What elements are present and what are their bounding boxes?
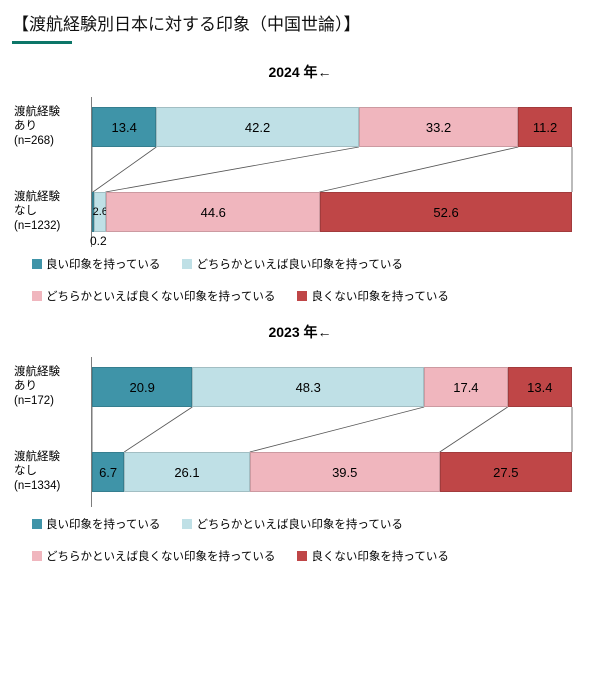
legend-swatch	[297, 291, 307, 301]
legend-label: 良くない印象を持っている	[311, 288, 448, 304]
category-label: 渡航経験あり(n=172)	[14, 365, 92, 408]
legend-label: 良い印象を持っている	[46, 256, 160, 272]
legend-item: 良い印象を持っている	[32, 516, 160, 532]
legend-label: 良い印象を持っている	[46, 516, 160, 532]
bar-row: 渡航経験なし(n=1232)2.644.652.6	[92, 192, 572, 232]
year-label: 2023 年←	[12, 322, 588, 342]
bar-row: 渡航経験あり(n=172)20.948.317.413.4	[92, 367, 572, 407]
bar-segment: 2.6	[94, 192, 106, 232]
legend-label: どちらかといえば良い印象を持っている	[196, 256, 402, 272]
bar-row: 渡航経験あり(n=268)13.442.233.211.2	[92, 107, 572, 147]
legend: 良い印象を持っている どちらかといえば良い印象を持っているどちらかといえば良くない…	[12, 252, 588, 308]
legend-swatch	[182, 519, 192, 529]
bar-segment: 39.5	[250, 452, 440, 492]
plot-area: 渡航経験あり(n=172)20.948.317.413.4 渡航経験なし(n=13…	[12, 352, 588, 512]
legend-item: 良くない印象を持っている	[297, 548, 448, 564]
legend-label: どちらかといえば良い印象を持っている	[196, 516, 402, 532]
bar-segment: 20.9	[92, 367, 192, 407]
bar-segment: 42.2	[156, 107, 359, 147]
legend-item: どちらかといえば良くない印象を持っている	[32, 548, 275, 564]
bar-row: 渡航経験なし(n=1334)6.726.139.527.5	[92, 452, 572, 492]
legend-label: どちらかといえば良くない印象を持っている	[46, 288, 275, 304]
legend-swatch	[32, 551, 42, 561]
bar-segment: 44.6	[106, 192, 320, 232]
plot-area: 渡航経験あり(n=268)13.442.233.211.2 渡航経験なし(n=12…	[12, 92, 588, 252]
legend-item: 良くない印象を持っている	[297, 288, 448, 304]
chart-title: 【渡航経験別日本に対する印象（中国世論）】	[12, 10, 588, 35]
legend-label: どちらかといえば良くない印象を持っている	[46, 548, 275, 564]
title-underline	[12, 41, 72, 44]
category-label: 渡航経験あり(n=268)	[14, 105, 92, 148]
bar-segment: 33.2	[359, 107, 518, 147]
chart-block: 2024 年←渡航経験あり(n=268)13.442.233.211.2渡航経験…	[0, 48, 600, 308]
year-label: 2024 年←	[12, 62, 588, 82]
bar-segment: 6.7	[92, 452, 124, 492]
legend: 良い印象を持っている どちらかといえば良い印象を持っているどちらかといえば良くない…	[12, 512, 588, 568]
bar-segment: 17.4	[424, 367, 508, 407]
category-label: 渡航経験なし(n=1334)	[14, 450, 92, 493]
bar-segment: 13.4	[92, 107, 156, 147]
chart-block: 2023 年←渡航経験あり(n=172)20.948.317.413.4渡航経験…	[0, 308, 600, 568]
bar-segment: 48.3	[192, 367, 424, 407]
legend-swatch	[32, 519, 42, 529]
bar-segment: 27.5	[440, 452, 572, 492]
bar-segment: 13.4	[508, 367, 572, 407]
bar-segment: 11.2	[518, 107, 572, 147]
chart-title-block: 【渡航経験別日本に対する印象（中国世論）】	[0, 0, 600, 48]
legend-item: 良い印象を持っている	[32, 256, 160, 272]
overflow-value-label: 0.2	[90, 234, 107, 248]
legend-swatch	[297, 551, 307, 561]
legend-item: どちらかといえば良い印象を持っている	[182, 516, 402, 532]
category-label: 渡航経験なし(n=1232)	[14, 190, 92, 233]
legend-swatch	[182, 259, 192, 269]
legend-item: どちらかといえば良くない印象を持っている	[32, 288, 275, 304]
legend-item: どちらかといえば良い印象を持っている	[182, 256, 402, 272]
legend-swatch	[32, 291, 42, 301]
bar-segment: 52.6	[320, 192, 572, 232]
bar-segment: 26.1	[124, 452, 250, 492]
legend-label: 良くない印象を持っている	[311, 548, 448, 564]
legend-swatch	[32, 259, 42, 269]
